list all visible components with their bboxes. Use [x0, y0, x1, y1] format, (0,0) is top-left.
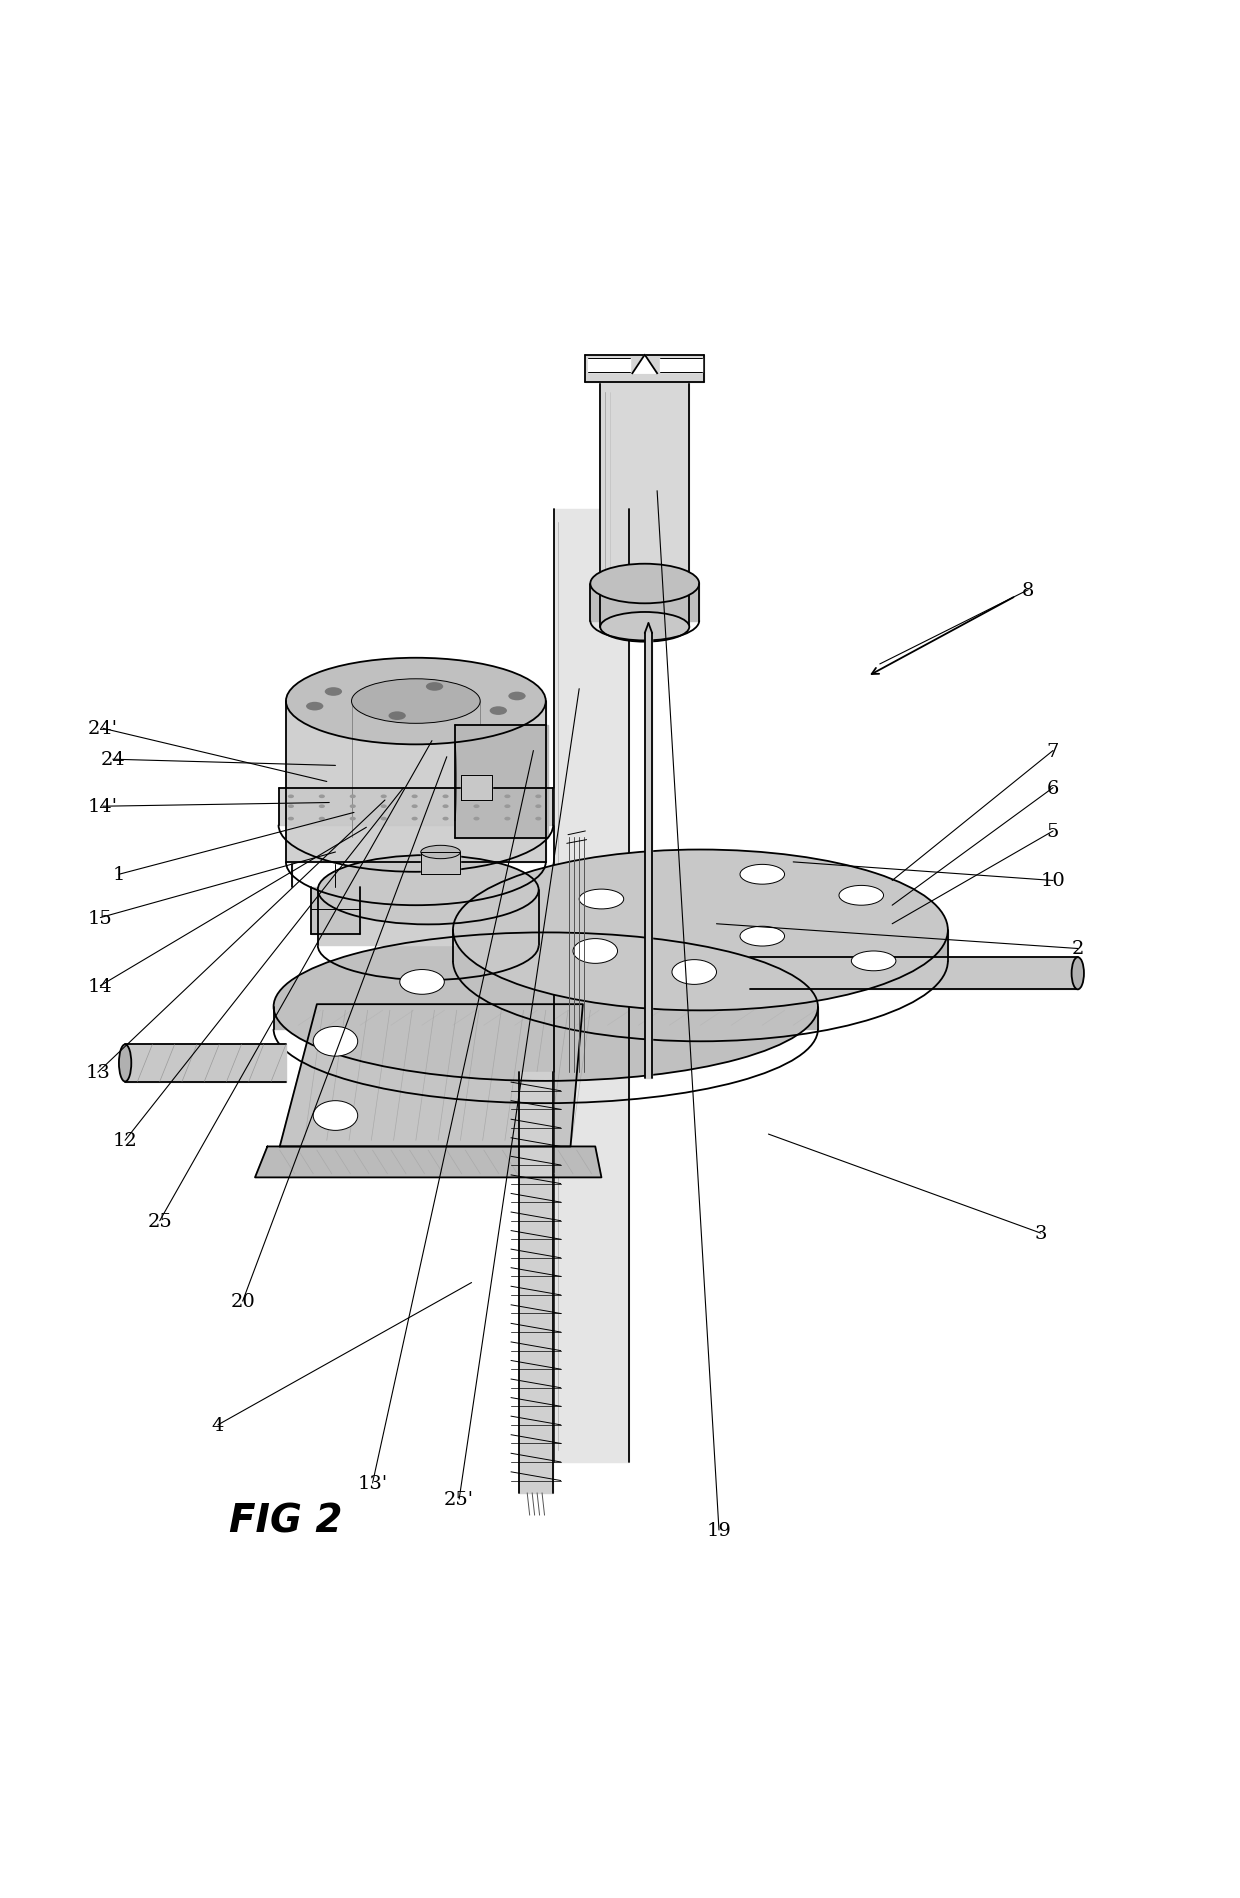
Polygon shape	[274, 1008, 818, 1029]
Text: 19: 19	[707, 1520, 732, 1539]
Text: FIG 2: FIG 2	[229, 1501, 342, 1539]
Polygon shape	[645, 634, 652, 1078]
Text: 3: 3	[1034, 1224, 1047, 1243]
Ellipse shape	[579, 890, 624, 909]
Ellipse shape	[119, 1044, 131, 1082]
Ellipse shape	[443, 818, 449, 822]
Ellipse shape	[274, 934, 818, 1082]
Ellipse shape	[350, 818, 356, 822]
Ellipse shape	[536, 818, 542, 822]
Ellipse shape	[573, 940, 618, 964]
Ellipse shape	[399, 970, 444, 995]
Polygon shape	[455, 725, 548, 839]
Ellipse shape	[288, 818, 294, 822]
Ellipse shape	[412, 818, 418, 822]
Ellipse shape	[288, 795, 294, 799]
Text: 8: 8	[1022, 581, 1034, 600]
Text: 14: 14	[88, 977, 113, 995]
Text: 7: 7	[1047, 742, 1059, 759]
Ellipse shape	[325, 687, 342, 697]
Text: 12: 12	[113, 1131, 138, 1150]
Ellipse shape	[314, 1027, 357, 1057]
Ellipse shape	[490, 706, 507, 716]
Ellipse shape	[306, 702, 324, 712]
Ellipse shape	[319, 795, 325, 799]
Ellipse shape	[1071, 958, 1084, 989]
Text: 10: 10	[1040, 871, 1065, 890]
Polygon shape	[632, 355, 657, 374]
Text: 13': 13'	[357, 1475, 388, 1492]
Text: 1: 1	[113, 865, 125, 884]
Polygon shape	[420, 852, 460, 875]
Polygon shape	[750, 958, 1078, 989]
Ellipse shape	[388, 712, 405, 721]
Ellipse shape	[350, 805, 356, 809]
Ellipse shape	[590, 564, 699, 604]
Polygon shape	[585, 355, 704, 383]
Ellipse shape	[474, 805, 480, 809]
Ellipse shape	[672, 960, 717, 985]
Ellipse shape	[474, 818, 480, 822]
Ellipse shape	[839, 886, 884, 905]
Polygon shape	[590, 585, 699, 621]
Polygon shape	[317, 890, 538, 945]
Ellipse shape	[443, 805, 449, 809]
Polygon shape	[311, 886, 360, 934]
Ellipse shape	[508, 693, 526, 700]
Ellipse shape	[740, 865, 785, 884]
Polygon shape	[518, 1072, 553, 1494]
Ellipse shape	[412, 805, 418, 809]
Polygon shape	[461, 776, 492, 801]
Ellipse shape	[740, 926, 785, 947]
Polygon shape	[125, 1044, 286, 1082]
Polygon shape	[279, 788, 553, 826]
Text: 15: 15	[88, 909, 113, 926]
Text: 25: 25	[148, 1213, 172, 1230]
Text: 24': 24'	[88, 719, 118, 738]
Ellipse shape	[319, 805, 325, 809]
Ellipse shape	[288, 805, 294, 809]
Text: 24: 24	[100, 752, 125, 769]
Polygon shape	[453, 930, 947, 962]
Text: 6: 6	[1047, 780, 1059, 797]
Ellipse shape	[443, 795, 449, 799]
Ellipse shape	[505, 818, 511, 822]
Ellipse shape	[505, 795, 511, 799]
Text: 25': 25'	[444, 1490, 474, 1509]
Text: 4: 4	[212, 1416, 224, 1435]
Ellipse shape	[317, 856, 538, 924]
Polygon shape	[600, 380, 689, 628]
Ellipse shape	[286, 659, 546, 746]
Polygon shape	[255, 1146, 601, 1179]
Ellipse shape	[314, 1101, 357, 1131]
Ellipse shape	[474, 795, 480, 799]
Polygon shape	[286, 702, 546, 862]
Ellipse shape	[425, 683, 443, 691]
Ellipse shape	[420, 847, 460, 860]
Polygon shape	[660, 359, 702, 372]
Polygon shape	[280, 1004, 583, 1146]
Polygon shape	[588, 359, 630, 372]
Ellipse shape	[536, 805, 542, 809]
Text: 5: 5	[1047, 822, 1059, 841]
Polygon shape	[554, 511, 629, 1461]
Ellipse shape	[381, 795, 387, 799]
Ellipse shape	[852, 951, 897, 972]
Ellipse shape	[381, 818, 387, 822]
Ellipse shape	[412, 795, 418, 799]
Ellipse shape	[351, 679, 480, 723]
Ellipse shape	[505, 805, 511, 809]
Text: 14': 14'	[88, 797, 118, 816]
Ellipse shape	[319, 818, 325, 822]
Ellipse shape	[381, 805, 387, 809]
Text: 13: 13	[86, 1063, 110, 1082]
Ellipse shape	[453, 850, 947, 1012]
Ellipse shape	[350, 795, 356, 799]
Ellipse shape	[536, 795, 542, 799]
Ellipse shape	[600, 613, 689, 642]
Text: 2: 2	[1071, 940, 1084, 958]
Text: 20: 20	[231, 1293, 255, 1310]
